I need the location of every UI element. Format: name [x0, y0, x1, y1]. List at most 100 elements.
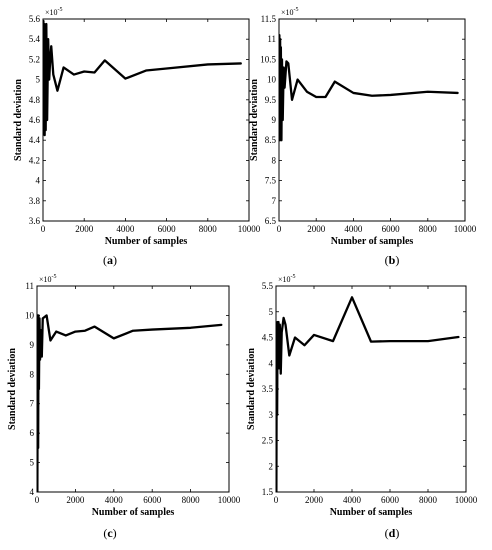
exponent-base: ×10	[281, 8, 294, 17]
x-tick-label: 8000	[199, 224, 218, 234]
x-tick-label: 0	[274, 495, 279, 505]
y-tick-label: 4	[30, 487, 35, 497]
y-tick-label: 3.6	[29, 216, 41, 226]
x-tick-label: 2000	[307, 224, 326, 234]
y-tick-label: 10	[25, 310, 35, 320]
y-tick-label: 7.5	[265, 176, 277, 186]
y-tick-label: 8	[272, 155, 277, 165]
exponent-base: ×10	[39, 275, 52, 284]
y-tick-label: 5.5	[262, 281, 274, 291]
y-tick-label: 4.5	[262, 333, 274, 343]
panel-caption: (b)	[385, 253, 400, 267]
y-tick-label: 3	[269, 410, 274, 420]
axis-exponent-label: ×10-5	[281, 7, 299, 17]
y-tick-label: 11.5	[261, 14, 277, 24]
panel-c: 0 2000 4000 6000 8000 10000 4 5 6 7 8 9 10 11 ×10-5 Num…	[7, 274, 241, 540]
caption-paren-close: )	[113, 253, 117, 267]
y-axis-label: Standard deviation	[246, 348, 257, 430]
y-axis-label: Standard deviation	[13, 79, 24, 161]
panel-caption: (c)	[103, 526, 116, 540]
x-tick-label: 2000	[66, 495, 85, 505]
x-axis-label: Number of samples	[330, 507, 413, 518]
axis-exponent-label: ×10-5	[45, 7, 63, 17]
axes-frame	[275, 285, 467, 493]
y-tick-label: 7	[272, 196, 277, 206]
y-tick-label: 4.8	[29, 95, 41, 105]
x-axis-label: Number of samples	[105, 236, 188, 247]
x-tick-label: 8000	[419, 495, 438, 505]
exponent-power: -5	[52, 274, 57, 280]
x-tick-label: 6000	[158, 224, 177, 234]
caption-paren-open: (	[103, 253, 107, 267]
y-tick-label: 5.6	[29, 14, 41, 24]
y-axis-label: Standard deviation	[249, 79, 260, 161]
y-tick-label: 9	[30, 340, 35, 350]
exponent-base: ×10	[45, 8, 58, 17]
y-tick-label: 1.5	[262, 487, 274, 497]
y-tick-label: 8.5	[265, 135, 277, 145]
y-tick-label: 2	[269, 461, 274, 471]
x-axis-label: Number of samples	[331, 236, 414, 247]
x-tick-label: 6000	[143, 495, 162, 505]
y-tick-label: 11	[25, 281, 34, 291]
caption-letter: c	[107, 526, 113, 540]
y-tick-label: 5.2	[29, 54, 40, 64]
x-tick-label: 0	[277, 224, 282, 234]
caption-paren-open: (	[385, 253, 389, 267]
y-tick-label: 3.8	[29, 196, 41, 206]
x-tick-label: 6000	[381, 495, 400, 505]
y-tick-label: 5	[269, 307, 274, 317]
y-tick-label: 6.5	[265, 216, 277, 226]
y-tick-label: 4.6	[29, 115, 41, 125]
y-tick-label: 8	[30, 369, 35, 379]
exponent-base: ×10	[278, 275, 291, 284]
caption-paren-close: )	[395, 526, 399, 540]
x-tick-label: 2000	[75, 224, 94, 234]
y-axis-label: Standard deviation	[7, 348, 18, 430]
exponent-power: -5	[291, 274, 296, 280]
axes-frame	[278, 18, 466, 222]
x-tick-label: 6000	[382, 224, 401, 234]
caption-paren-close: )	[395, 253, 399, 267]
caption-paren-close: )	[113, 526, 117, 540]
panel-caption: (d)	[385, 526, 400, 540]
caption-letter: a	[107, 253, 113, 267]
y-tick-label: 4	[269, 358, 274, 368]
y-tick-label: 5	[30, 458, 35, 468]
y-tick-label: 10	[267, 75, 277, 85]
panel-b: 0 2000 4000 6000 8000 10000 6.5 7 7.5 8 8.5 9 9.5 10 1…	[249, 7, 477, 267]
x-tick-label: 10000	[455, 495, 478, 505]
y-tick-label: 4	[36, 176, 41, 186]
x-tick-label: 0	[41, 224, 46, 234]
series-line	[43, 19, 242, 137]
y-tick-label: 6	[30, 428, 35, 438]
axis-exponent-label: ×10-5	[278, 274, 296, 284]
y-tick-label: 10.5	[260, 54, 276, 64]
x-tick-label: 2000	[305, 495, 324, 505]
caption-paren-open: (	[103, 526, 107, 540]
y-tick-label: 5	[36, 75, 41, 85]
series-line	[276, 296, 460, 492]
x-axis-label: Number of samples	[92, 507, 175, 518]
y-tick-label: 5.4	[29, 34, 41, 44]
x-tick-label: 0	[35, 495, 40, 505]
series-line	[279, 34, 459, 142]
exponent-power: -5	[58, 7, 63, 13]
y-tick-label: 9	[272, 115, 277, 125]
axis-exponent-label: ×10-5	[39, 274, 57, 284]
x-tick-label: 8000	[419, 224, 438, 234]
axes-frame	[42, 18, 250, 222]
exponent-power: -5	[294, 7, 299, 13]
axes-frame	[36, 285, 230, 493]
caption-paren-open: (	[385, 526, 389, 540]
y-tick-label: 9.5	[265, 95, 277, 105]
y-tick-label: 4.2	[29, 155, 40, 165]
y-tick-label: 11	[267, 34, 276, 44]
y-tick-label: 3.5	[262, 384, 274, 394]
panel-caption: (a)	[103, 253, 117, 267]
x-tick-label: 4000	[343, 495, 362, 505]
panel-a: 0 2000 4000 6000 8000 10000 3.6 3.8 4 4.2 4.4 4.6 4.…	[13, 7, 261, 267]
x-tick-label: 8000	[182, 495, 201, 505]
x-tick-label: 4000	[116, 224, 135, 234]
